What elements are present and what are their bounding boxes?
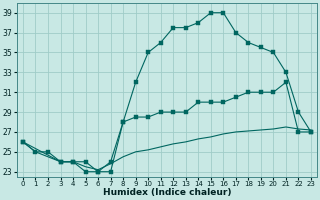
X-axis label: Humidex (Indice chaleur): Humidex (Indice chaleur) bbox=[103, 188, 231, 197]
